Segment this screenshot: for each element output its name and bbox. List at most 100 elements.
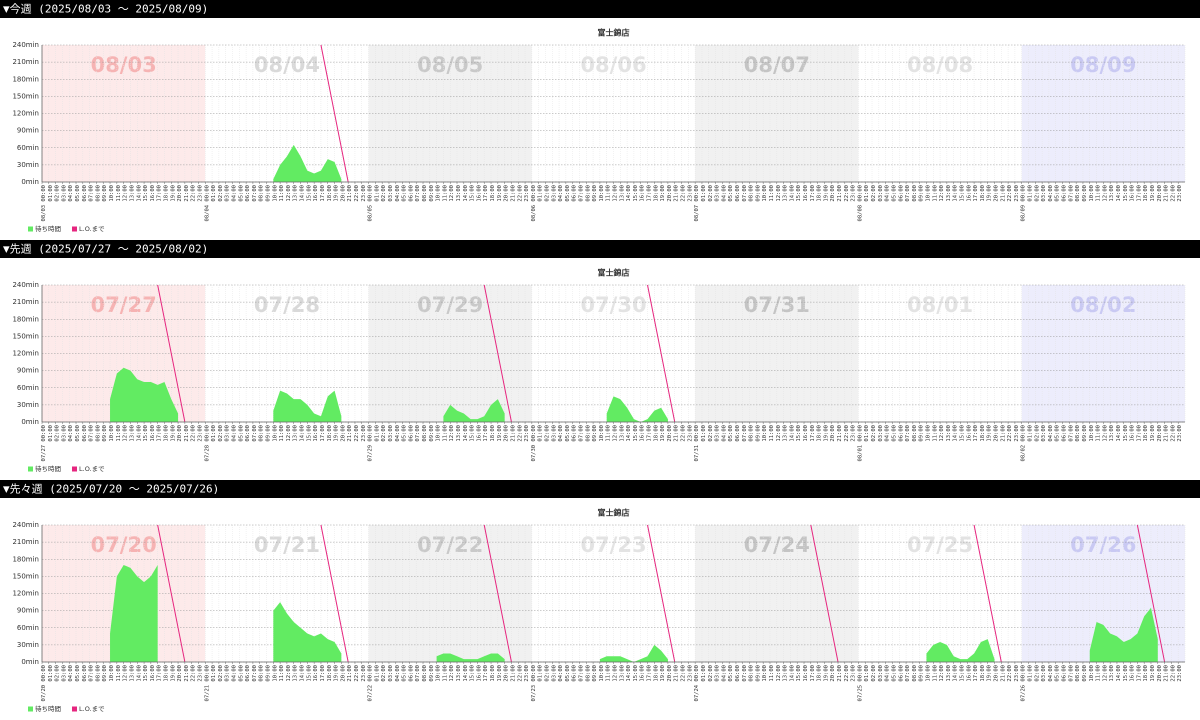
x-tick-label: 08/05 00:00	[368, 185, 374, 221]
x-tick-label: 05:00	[402, 185, 408, 202]
x-tick-label: 03:00	[388, 665, 394, 682]
x-tick-label: 15:00	[470, 185, 476, 202]
x-tick-label: 23:00	[197, 185, 203, 202]
x-tick-label: 06:00	[82, 665, 88, 682]
x-tick-label: 20:00	[1157, 185, 1163, 202]
x-tick-label: 09:00	[1082, 185, 1088, 202]
x-tick-label: 19:00	[823, 185, 829, 202]
x-tick-label: 18:00	[980, 185, 986, 202]
x-tick-label: 13:00	[129, 665, 135, 682]
x-tick-label: 08:00	[422, 185, 428, 202]
x-tick-label: 08:00	[912, 665, 918, 682]
x-tick-label: 21:00	[1000, 665, 1006, 682]
x-tick-label: 13:00	[946, 665, 952, 682]
x-tick-label: 07:00	[415, 425, 421, 442]
x-tick-label: 01:00	[48, 425, 54, 442]
x-tick-label: 20:00	[504, 425, 510, 442]
x-tick-label: 13:00	[619, 185, 625, 202]
x-tick-label: 09:00	[102, 425, 108, 442]
x-tick-label: 10:00	[1089, 425, 1095, 442]
legend-swatch	[72, 706, 77, 712]
chart-title: 富士錦店	[598, 508, 630, 518]
x-tick-label: 03:00	[715, 185, 721, 202]
x-tick-label: 09:00	[755, 185, 761, 202]
x-tick-label: 15:00	[306, 185, 312, 202]
x-tick-label: 21:00	[837, 665, 843, 682]
section-heading: ▼今週 (2025/08/03 〜 2025/08/09)	[3, 2, 208, 16]
x-tick-label: 04:00	[1048, 185, 1054, 202]
x-tick-label: 04:00	[232, 185, 238, 202]
y-tick-label: 150min	[12, 332, 39, 340]
x-tick-label: 06:00	[735, 665, 741, 682]
x-tick-label: 10:00	[762, 185, 768, 202]
x-tick-label: 20:00	[504, 665, 510, 682]
x-tick-label: 04:00	[1048, 665, 1054, 682]
x-tick-label: 01:00	[1028, 185, 1034, 202]
x-tick-label: 14:00	[1116, 665, 1122, 682]
x-tick-label: 10:00	[436, 185, 442, 202]
x-tick-label: 04:00	[395, 185, 401, 202]
x-tick-label: 07:00	[89, 185, 95, 202]
legend-label: L.O.まで	[79, 705, 105, 713]
x-tick-label: 06:00	[1062, 185, 1068, 202]
x-tick-label: 01:00	[48, 665, 54, 682]
x-tick-label: 11:00	[769, 425, 775, 442]
x-tick-label: 17:00	[647, 425, 653, 442]
x-tick-label: 15:00	[470, 665, 476, 682]
x-tick-label: 08:00	[1075, 185, 1081, 202]
x-tick-label: 18:00	[980, 665, 986, 682]
x-tick-label: 23:00	[1014, 185, 1020, 202]
x-tick-label: 17:00	[1136, 425, 1142, 442]
x-tick-label: 11:00	[932, 425, 938, 442]
x-tick-label: 09:00	[592, 425, 598, 442]
x-tick-label: 02:00	[544, 665, 550, 682]
x-tick-label: 14:00	[953, 185, 959, 202]
x-tick-label: 10:00	[762, 425, 768, 442]
x-tick-label: 03:00	[388, 185, 394, 202]
x-tick-label: 05:00	[891, 665, 897, 682]
x-tick-label: 23:00	[361, 185, 367, 202]
x-tick-label: 20:00	[177, 425, 183, 442]
x-tick-label: 19:00	[1150, 185, 1156, 202]
x-tick-label: 19:00	[987, 665, 993, 682]
x-tick-label: 17:00	[320, 425, 326, 442]
x-tick-label: 01:00	[374, 185, 380, 202]
x-tick-label: 08:00	[585, 185, 591, 202]
x-tick-label: 17:00	[810, 185, 816, 202]
x-tick-label: 17:00	[157, 185, 163, 202]
x-tick-label: 02:00	[871, 425, 877, 442]
x-tick-label: 11:00	[116, 185, 122, 202]
x-tick-label: 16:00	[640, 665, 646, 682]
x-tick-label: 02:00	[218, 185, 224, 202]
x-tick-label: 07:00	[742, 425, 748, 442]
x-tick-label: 06:00	[408, 425, 414, 442]
x-tick-label: 11:00	[1096, 185, 1102, 202]
x-tick-label: 20:00	[994, 665, 1000, 682]
x-tick-label: 07/22 00:00	[368, 665, 374, 701]
x-tick-label: 20:00	[1157, 425, 1163, 442]
x-tick-label: 02:00	[218, 665, 224, 682]
x-tick-label: 07:00	[905, 185, 911, 202]
x-tick-label: 18:00	[1143, 425, 1149, 442]
x-tick-label: 16:00	[1130, 665, 1136, 682]
legend-label: 待ち時間	[35, 224, 61, 233]
x-tick-label: 06:00	[408, 185, 414, 202]
x-tick-label: 13:00	[293, 665, 299, 682]
x-tick-label: 12:00	[776, 185, 782, 202]
x-tick-label: 02:00	[55, 185, 61, 202]
x-tick-label: 07:00	[252, 425, 258, 442]
x-tick-label: 14:00	[626, 425, 632, 442]
y-tick-label: 180min	[12, 555, 39, 563]
x-tick-label: 11:00	[279, 425, 285, 442]
x-tick-label: 06:00	[572, 425, 578, 442]
x-tick-label: 23:00	[524, 425, 530, 442]
x-tick-label: 13:00	[456, 425, 462, 442]
x-tick-label: 06:00	[245, 185, 251, 202]
x-tick-label: 10:00	[272, 185, 278, 202]
x-tick-label: 23:00	[687, 665, 693, 682]
y-tick-label: 60min	[17, 384, 39, 392]
x-tick-label: 22:00	[354, 185, 360, 202]
x-tick-label: 07:00	[578, 665, 584, 682]
